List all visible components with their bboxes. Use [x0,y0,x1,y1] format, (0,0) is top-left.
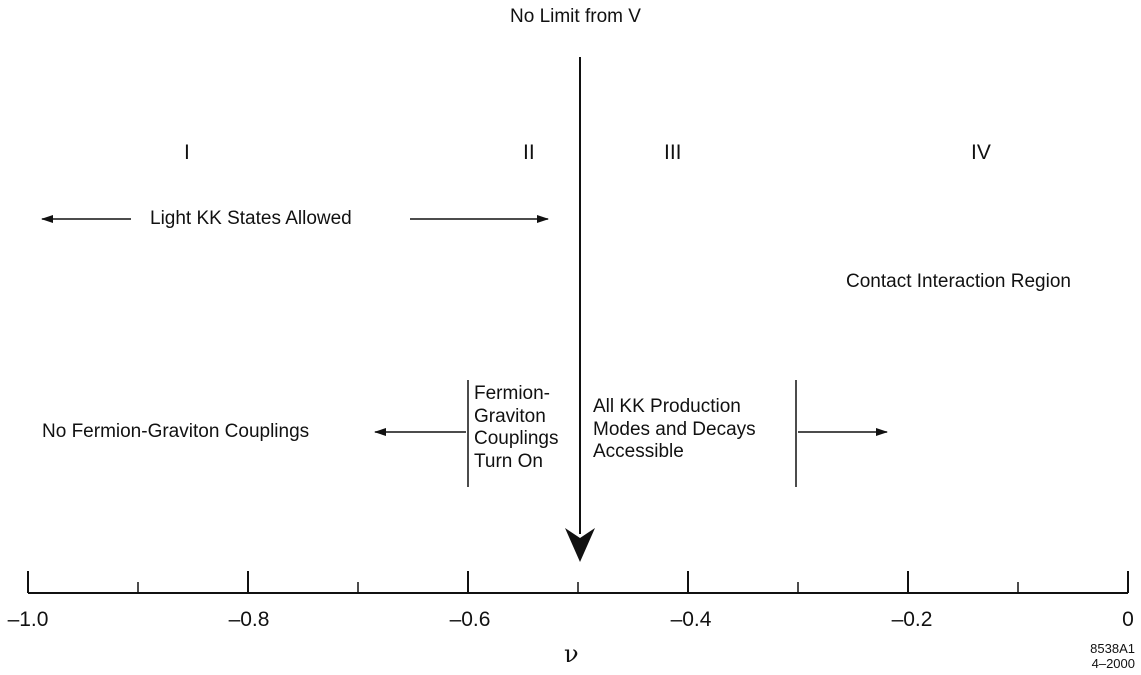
tick-label: –0.4 [670,608,712,631]
region-ii-label: II [523,141,535,164]
figure-id-line: 4–2000 [1091,656,1135,671]
figure-id: 8538A1 4–2000 [1070,641,1135,671]
light-kk-label: Light KK States Allowed [150,208,352,229]
tick-label: –1.0 [7,608,49,631]
all-kk-line: Modes and Decays [593,418,756,440]
turn-on-label: Fermion- Graviton Couplings Turn On [474,383,559,473]
nu-axis [27,571,1129,594]
figure-id-line: 8538A1 [1090,641,1135,656]
region-i-label: I [184,141,190,164]
tick-label: –0.8 [228,608,270,631]
turn-on-line: Couplings [474,428,559,449]
no-coupling-label: No Fermion-Graviton Couplings [42,421,310,442]
contact-region-label: Contact Interaction Region [846,271,1071,292]
all-kk-line: All KK Production [593,396,741,417]
turn-on-line: Turn On [474,450,543,472]
turn-on-line: Fermion- [474,383,551,404]
all-kk-line: Accessible [593,441,684,462]
no-limit-arrow-head [565,528,595,562]
no-limit-label: No Limit from V [510,6,641,27]
all-kk-label: All KK Production Modes and Decays Acces… [593,396,756,464]
turn-on-line: Graviton [474,405,546,427]
tick-label: –0.6 [449,608,491,631]
axis-title: ν [564,640,579,668]
tick-label: 0 [1122,608,1134,631]
region-iv-label: IV [971,141,991,164]
tick-label: –0.2 [891,608,933,631]
region-iii-label: III [664,141,682,164]
